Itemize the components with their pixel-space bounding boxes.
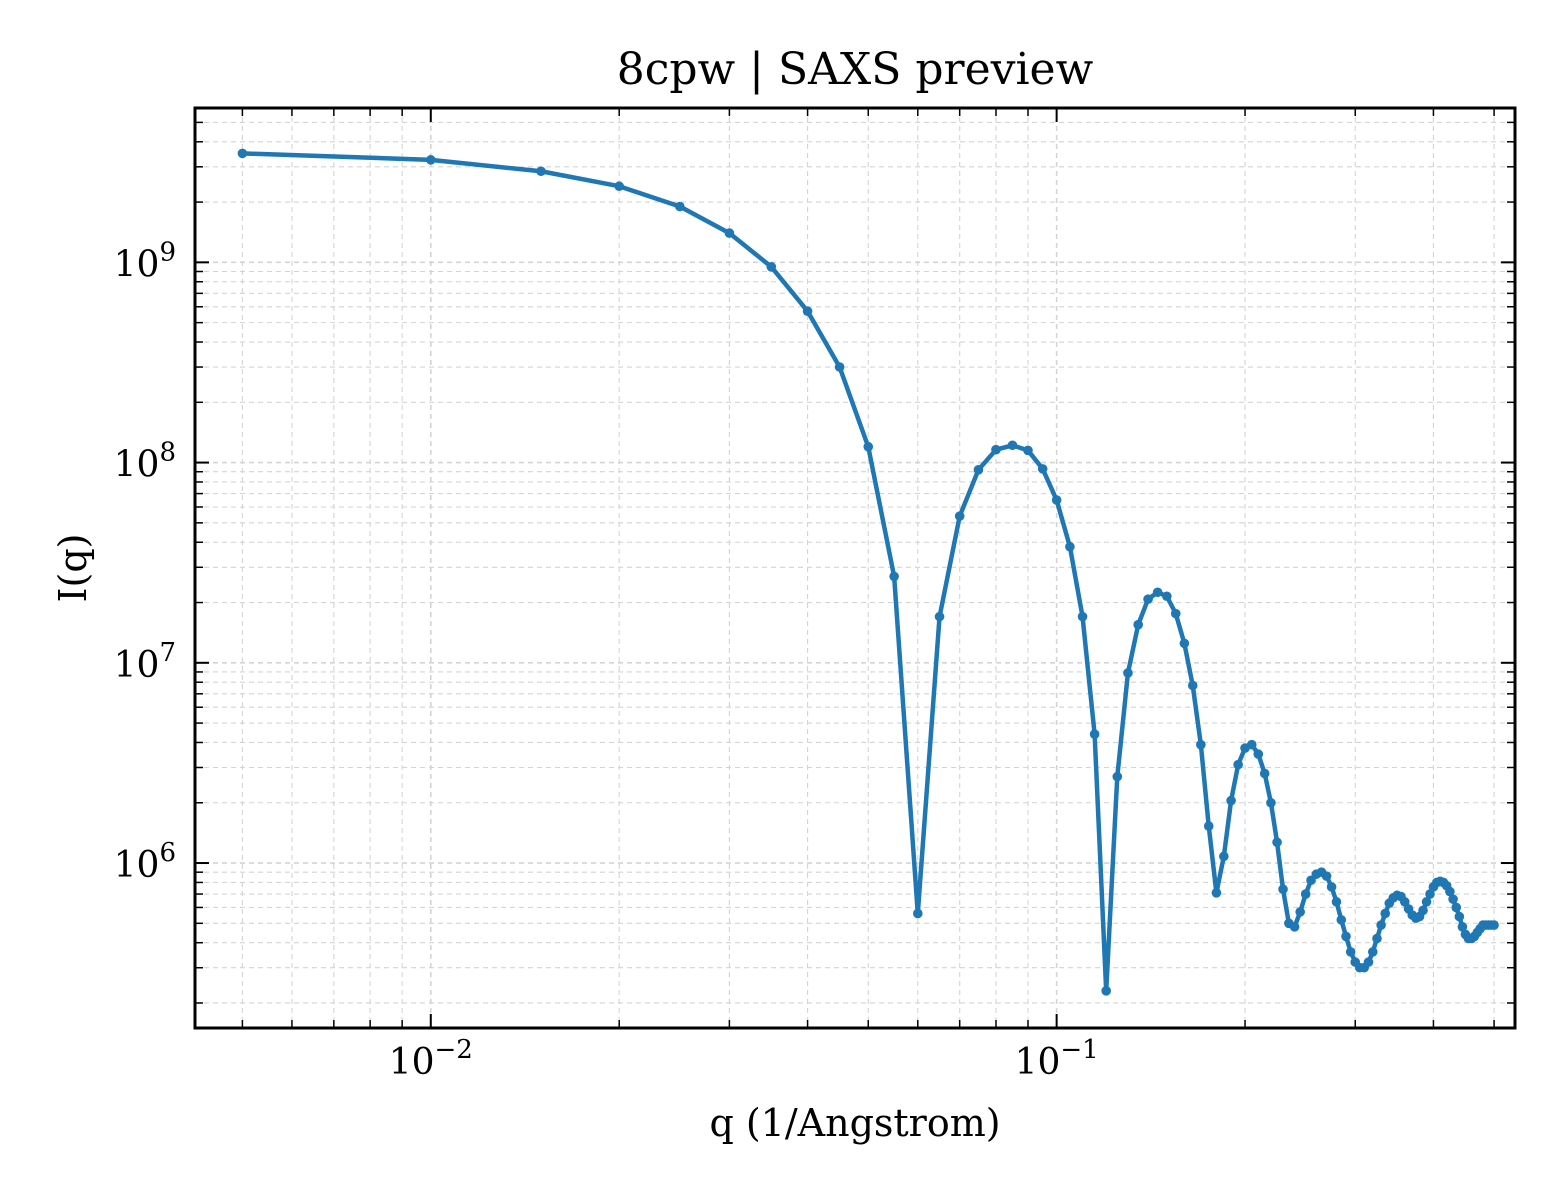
data-point	[1089, 729, 1100, 739]
x-axis-label: q (1/Angstrom)	[709, 1101, 1000, 1145]
data-point	[1300, 889, 1311, 899]
data-point	[766, 262, 777, 272]
plot-area	[237, 148, 1499, 996]
data-point	[1454, 911, 1465, 922]
data-point	[1367, 947, 1378, 957]
data-point	[1203, 821, 1214, 831]
data-point	[1421, 897, 1432, 907]
data-point	[1152, 587, 1163, 598]
data-point	[1425, 889, 1435, 899]
data-point	[1101, 986, 1111, 996]
y-tick-label: 108	[114, 438, 176, 486]
data-point	[1007, 440, 1018, 451]
data-point	[1187, 680, 1198, 691]
data-point	[1451, 902, 1462, 913]
data-point	[614, 181, 624, 192]
data-point	[1233, 759, 1243, 770]
data-point	[1326, 882, 1337, 892]
data-point	[425, 155, 436, 165]
data-point	[1196, 739, 1206, 750]
data-point	[973, 465, 984, 475]
data-point	[1289, 922, 1300, 932]
data-point	[1211, 888, 1222, 898]
data-point	[1226, 795, 1236, 806]
data-point	[1272, 837, 1282, 848]
data-point	[1399, 897, 1410, 907]
data-point	[934, 611, 945, 622]
y-tick-label: 109	[114, 237, 176, 285]
data-point	[1321, 871, 1332, 881]
data-point	[1170, 608, 1181, 619]
data-point	[1259, 768, 1270, 779]
data-point	[1336, 915, 1347, 925]
data-point	[1179, 638, 1190, 649]
data-point	[724, 228, 735, 238]
axes-frame	[193, 106, 1517, 1030]
data-point	[1341, 931, 1351, 942]
chart-title: 8cpw | SAXS preview	[617, 44, 1094, 95]
data-point	[1037, 464, 1048, 474]
data-point	[1445, 886, 1455, 897]
data-point	[1112, 771, 1123, 782]
data-point	[889, 571, 899, 582]
data-point	[1489, 920, 1499, 930]
data-point	[991, 444, 1001, 455]
data-point	[675, 201, 685, 212]
data-point	[1418, 905, 1428, 916]
tick-labels: 10−2 10−1 106 107 108 109	[114, 237, 1099, 1083]
data-point	[1266, 797, 1276, 808]
data-point	[237, 148, 248, 159]
data-point	[1246, 739, 1257, 750]
data-point	[802, 306, 813, 317]
data-point	[1162, 591, 1172, 602]
data-point	[863, 441, 874, 452]
data-point	[954, 511, 965, 521]
data-point	[1023, 445, 1033, 456]
data-point	[1345, 947, 1356, 957]
y-axis-label: I(q)	[51, 534, 95, 603]
data-point	[1065, 541, 1075, 552]
data-point	[1219, 851, 1229, 862]
data-point	[1143, 594, 1153, 604]
x-tick-label: 10−1	[1015, 1035, 1099, 1083]
y-tick-label: 106	[114, 838, 176, 886]
data-point	[1295, 907, 1305, 917]
y-tick-label: 107	[114, 638, 176, 686]
data-point	[1331, 897, 1342, 907]
data-point	[1380, 908, 1391, 919]
data-point	[1457, 922, 1468, 932]
data-point	[1448, 894, 1458, 904]
data-point	[1253, 749, 1264, 759]
data-point	[1372, 933, 1382, 944]
data-point	[1077, 611, 1088, 622]
data-point	[536, 166, 546, 177]
data-point	[1133, 619, 1143, 630]
data-point	[1123, 668, 1133, 678]
data-point	[912, 908, 923, 919]
data-point	[834, 362, 845, 372]
data-point	[1363, 957, 1374, 967]
x-tick-label: 10−2	[389, 1035, 473, 1083]
data-point	[1051, 495, 1062, 505]
data-point	[1376, 920, 1386, 930]
data-point	[1278, 884, 1288, 895]
